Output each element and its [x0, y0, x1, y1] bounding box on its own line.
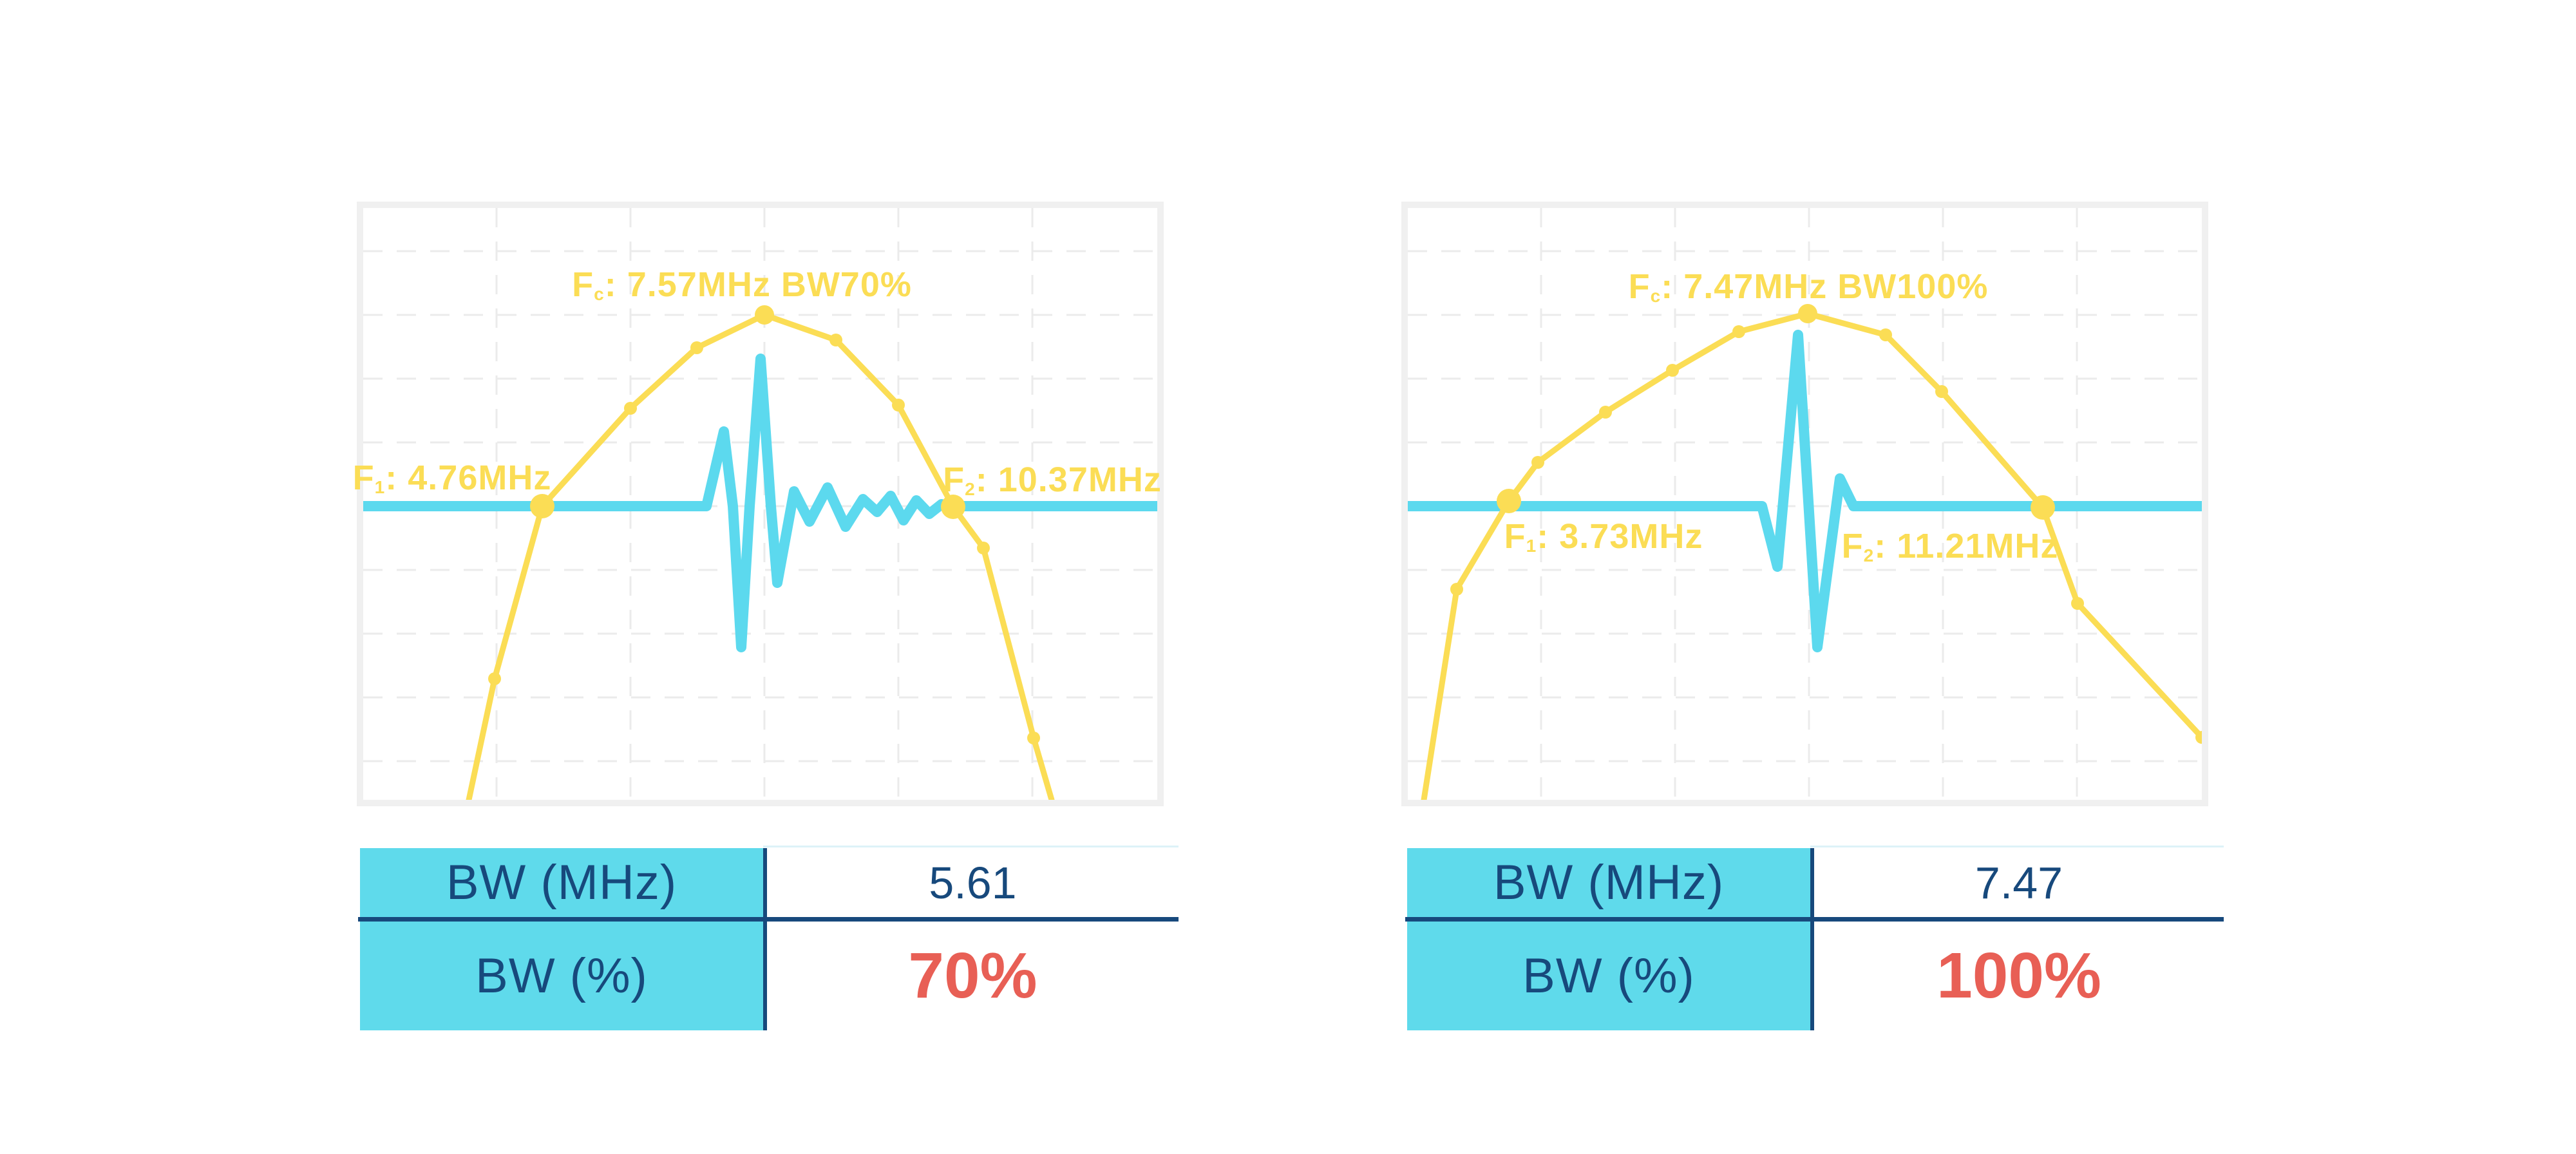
bw-percent-label: BW (%): [475, 949, 648, 1003]
fc-annotation-text: : 7.57MHz BW70%: [604, 265, 912, 304]
table-top-line: [1810, 846, 2224, 847]
table-row-divider: [358, 917, 1179, 922]
fc-annotation-prefix: F: [572, 265, 594, 304]
spectrum-plot-100pct: [1408, 208, 2202, 800]
bw-mhz-value: 5.61: [929, 857, 1017, 908]
bw-mhz-value: 7.47: [1975, 857, 2063, 908]
f2-annotation-prefix: F: [943, 460, 965, 499]
f1-annotation-prefix: F: [352, 459, 375, 497]
f1-annotation-subscript: 1: [1526, 536, 1537, 556]
f1-annotation-text: : 4.76MHz: [385, 459, 552, 497]
table-row-divider: [1405, 917, 2224, 922]
bw-percent-label: BW (%): [1522, 949, 1695, 1003]
fc-annotation-subscript: c: [594, 284, 605, 305]
bandwidth-table-70pct: BW (MHz) 5.61 BW (%) 70%: [358, 846, 1179, 1030]
fc-annotation-text: : 7.47MHz BW100%: [1661, 267, 1989, 306]
table-top-line: [763, 846, 1179, 847]
f2-annotation-subscript: 2: [965, 479, 976, 500]
spectrum-chart-panel-70pct: Fc: 7.57MHz BW70% F1: 4.76MHz F2: 10.37M…: [353, 202, 1164, 806]
bw-percent-value: 70%: [908, 940, 1037, 1012]
f2-annotation: F2: 10.37MHz: [943, 460, 1162, 500]
spectrum-plot-70pct: [363, 208, 1157, 800]
bw-percent-value: 100%: [1937, 940, 2101, 1012]
f2-annotation-text: : 11.21MHz: [1874, 527, 2059, 565]
table-column-divider: [763, 848, 767, 1030]
bw-mhz-label: BW (MHz): [446, 855, 677, 910]
spectrum-chart-panel-100pct: Fc: 7.47MHz BW100% F1: 3.73MHz F2: 11.21…: [1401, 202, 2208, 806]
f2-annotation-prefix: F: [1841, 527, 1864, 565]
f2-annotation-text: : 10.37MHz: [975, 460, 1162, 499]
fc-annotation-prefix: F: [1628, 267, 1651, 306]
f2-annotation: F2: 11.21MHz: [1842, 526, 2059, 566]
table-label-column-background: [360, 848, 763, 1030]
f1-annotation: F1: 3.73MHz: [1504, 516, 1703, 556]
bandwidth-table-100pct: BW (MHz) 7.47 BW (%) 100%: [1405, 846, 2224, 1030]
fc-annotation: Fc: 7.57MHz BW70%: [572, 265, 912, 305]
f1-annotation-prefix: F: [1504, 517, 1526, 556]
table-label-column-background: [1407, 848, 1810, 1030]
f1-annotation: F1: 4.76MHz: [353, 458, 552, 498]
fc-annotation: Fc: 7.47MHz BW100%: [1629, 267, 1989, 307]
f1-annotation-subscript: 1: [374, 477, 386, 498]
bw-mhz-label: BW (MHz): [1493, 855, 1725, 910]
f2-annotation-subscript: 2: [1863, 545, 1875, 566]
f1-annotation-text: : 3.73MHz: [1537, 517, 1703, 556]
fc-annotation-subscript: c: [1650, 286, 1662, 307]
table-column-divider: [1810, 848, 1814, 1030]
